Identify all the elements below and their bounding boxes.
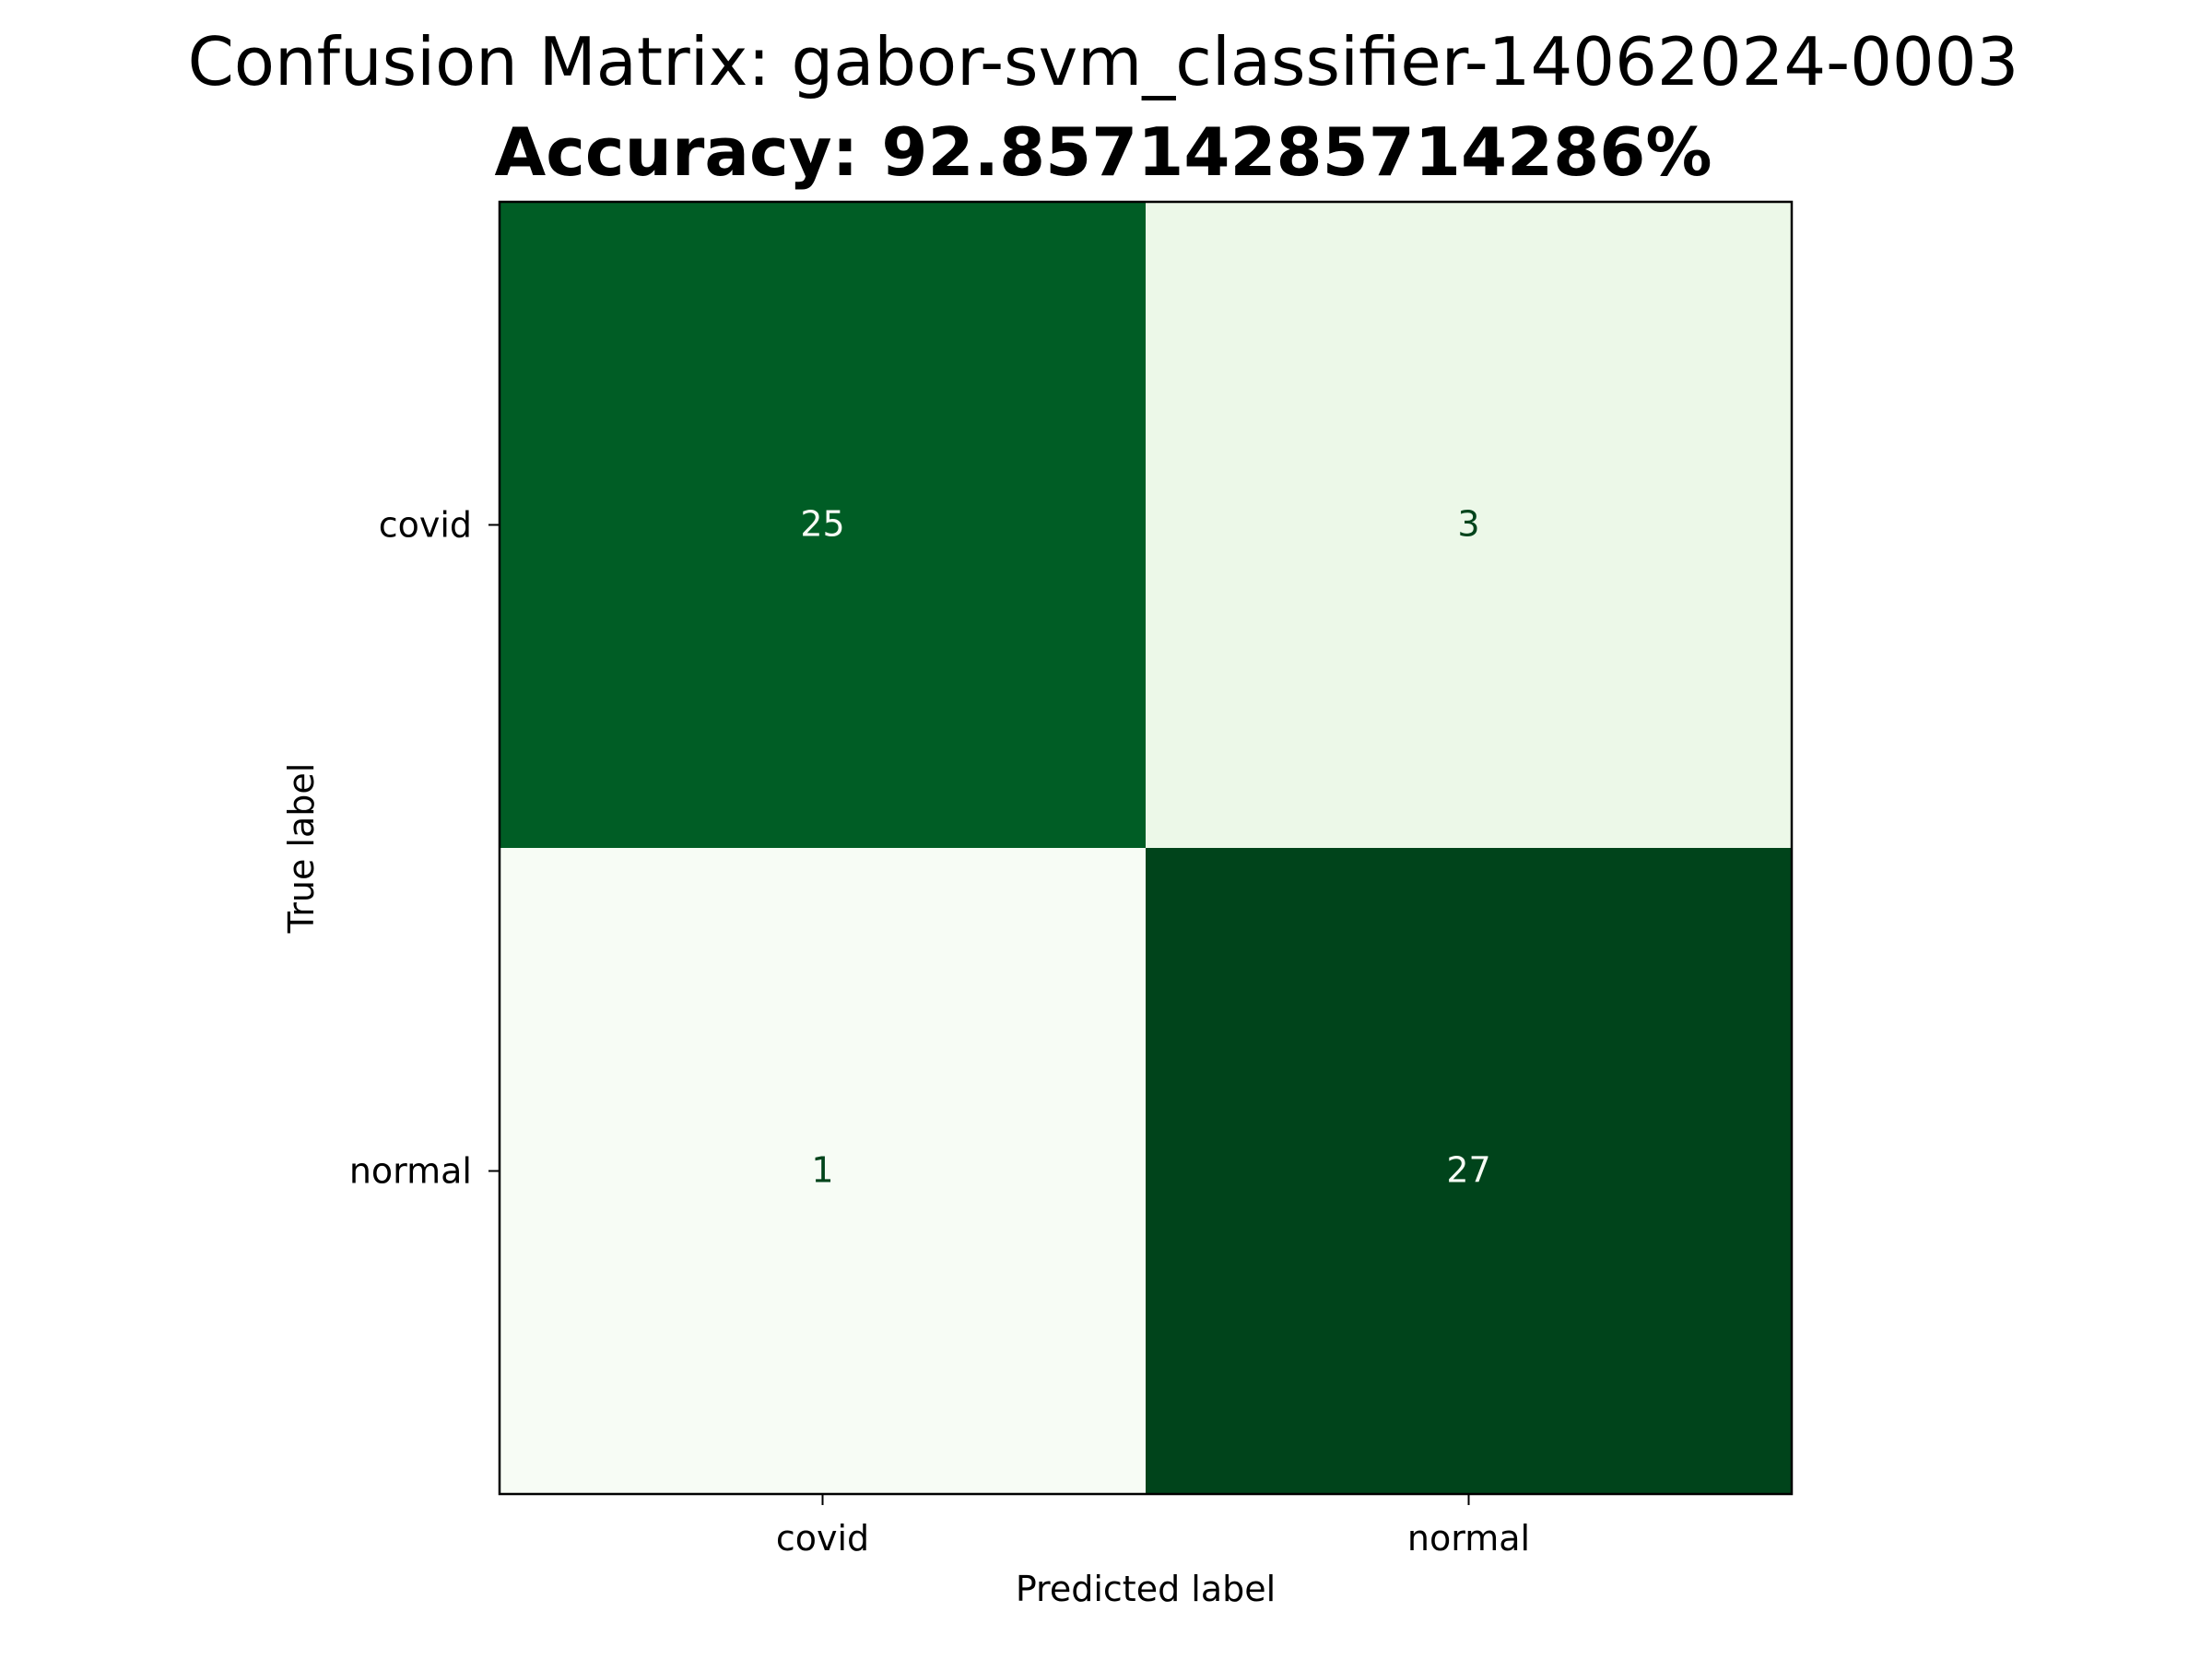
plot-frame	[498, 200, 1794, 1496]
matrix-cell-covid-covid	[500, 202, 1146, 848]
y-tick-label-normal: normal	[349, 1151, 472, 1192]
cell-value-covid-normal: 3	[1457, 504, 1479, 545]
chart-title: Confusion Matrix: gabor-svm_classifier-1…	[188, 23, 2019, 100]
cell-value-normal-covid: 1	[811, 1150, 833, 1191]
x-tick-label-normal: normal	[1407, 1518, 1530, 1559]
matrix-cell-labels: 25 3 1 27	[800, 504, 1490, 1191]
x-tick-label-covid: covid	[776, 1518, 869, 1559]
matrix-cells	[500, 202, 1792, 1494]
cell-value-normal-normal: 27	[1446, 1150, 1490, 1191]
matrix-cell-normal-covid	[500, 848, 1146, 1494]
x-axis-ticks: covid normal	[776, 1494, 1530, 1559]
y-tick-label-covid: covid	[379, 505, 472, 546]
cell-value-covid-covid: 25	[800, 504, 844, 545]
x-axis-label: Predicted label	[1016, 1569, 1276, 1609]
matrix-cell-covid-normal	[1146, 202, 1792, 848]
matrix-cell-normal-normal	[1146, 848, 1792, 1494]
y-axis-label: True label	[281, 763, 322, 935]
y-axis-ticks: covid normal	[349, 505, 500, 1192]
chart-subtitle: Accuracy: 92.85714285714286%	[495, 113, 1712, 191]
